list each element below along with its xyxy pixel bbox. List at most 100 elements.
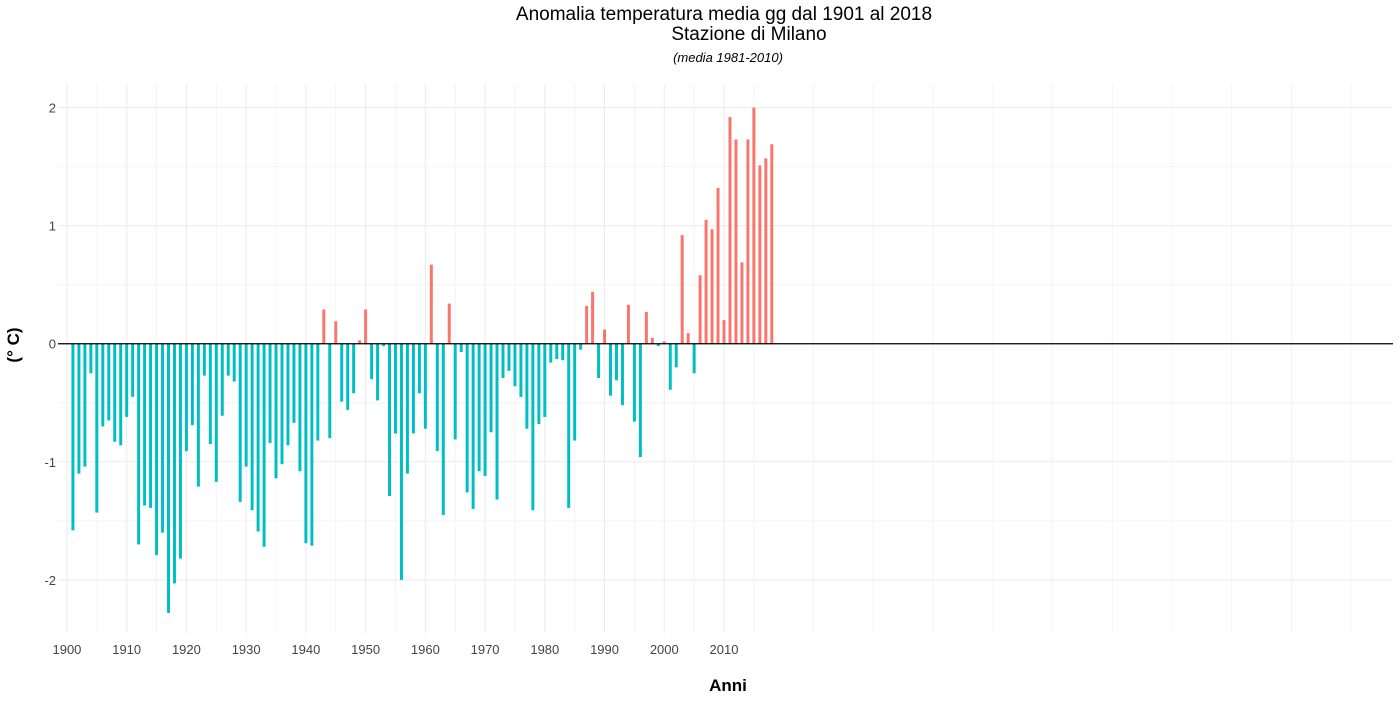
bar-1986 bbox=[579, 343, 583, 350]
bar-2000 bbox=[662, 341, 666, 344]
bar-1957 bbox=[405, 343, 409, 474]
bar-1945 bbox=[334, 321, 338, 344]
bar-1926 bbox=[220, 343, 224, 416]
bar-1958 bbox=[411, 343, 415, 434]
bar-1959 bbox=[417, 343, 421, 394]
bar-1947 bbox=[346, 343, 350, 410]
bar-1984 bbox=[567, 343, 571, 508]
bar-1940 bbox=[304, 343, 308, 544]
y-tick-label: 1 bbox=[49, 219, 56, 234]
bar-2013 bbox=[740, 262, 744, 344]
bar-1964 bbox=[447, 303, 451, 344]
bar-2018 bbox=[770, 144, 774, 344]
bar-2012 bbox=[734, 139, 738, 344]
bar-1920 bbox=[184, 343, 188, 452]
bar-1996 bbox=[638, 343, 642, 458]
bar-2015 bbox=[752, 107, 756, 344]
bar-1903 bbox=[83, 343, 87, 467]
bar-1917 bbox=[167, 343, 170, 613]
bar-1971 bbox=[489, 343, 493, 433]
bar-1929 bbox=[238, 343, 242, 502]
bar-1979 bbox=[537, 343, 541, 425]
bars bbox=[71, 107, 774, 613]
bar-1916 bbox=[161, 343, 165, 533]
bar-1913 bbox=[143, 343, 147, 506]
bar-1955 bbox=[393, 343, 397, 434]
bar-2011 bbox=[728, 117, 732, 344]
bar-1961 bbox=[429, 264, 433, 344]
x-axis-ticks: 1900 1910 1920 1930 1940 1950 1960 1970 1980 1990… bbox=[52, 642, 738, 657]
bar-1923 bbox=[202, 343, 206, 376]
chart-title: Anomalia temperatura media gg dal 1901 a… bbox=[516, 4, 932, 25]
x-tick-label: 1960 bbox=[411, 642, 440, 657]
bar-1992 bbox=[615, 343, 618, 381]
x-tick-label: 1970 bbox=[471, 642, 500, 657]
bar-1932 bbox=[256, 343, 260, 532]
bar-1990 bbox=[603, 329, 607, 344]
bar-1935 bbox=[274, 343, 278, 479]
bar-1948 bbox=[352, 343, 356, 394]
bar-1921 bbox=[190, 343, 194, 426]
bar-1963 bbox=[441, 343, 445, 515]
bar-1934 bbox=[268, 343, 272, 443]
y-tick-label: 2 bbox=[49, 101, 56, 116]
bar-1925 bbox=[214, 343, 218, 482]
bar-1953 bbox=[382, 343, 386, 347]
bar-1939 bbox=[298, 343, 302, 472]
bar-1928 bbox=[232, 343, 236, 382]
bar-1927 bbox=[226, 343, 230, 376]
bar-1941 bbox=[310, 343, 314, 546]
x-tick-label: 1910 bbox=[112, 642, 141, 657]
bar-1991 bbox=[609, 343, 613, 396]
bar-1988 bbox=[591, 291, 595, 344]
bar-1907 bbox=[107, 343, 111, 421]
x-axis-title: Anni bbox=[709, 676, 747, 695]
bar-1977 bbox=[525, 343, 529, 429]
y-axis-title: (° C) bbox=[4, 327, 23, 362]
x-tick-label: 2000 bbox=[650, 642, 679, 657]
bar-1956 bbox=[399, 343, 403, 580]
bar-1976 bbox=[519, 343, 523, 397]
bar-1989 bbox=[597, 343, 601, 378]
bar-2017 bbox=[764, 158, 768, 344]
bar-1965 bbox=[453, 343, 457, 440]
y-axis-ticks: -2 -1 0 1 2 bbox=[44, 101, 56, 588]
bar-1902 bbox=[77, 343, 81, 474]
bar-1936 bbox=[280, 343, 284, 465]
y-tick-label: -1 bbox=[44, 455, 56, 470]
bar-1908 bbox=[113, 343, 117, 442]
bar-1950 bbox=[364, 309, 368, 344]
x-tick-label: 1930 bbox=[232, 642, 261, 657]
x-tick-label: 1950 bbox=[351, 642, 380, 657]
bar-2016 bbox=[758, 165, 762, 344]
bar-2004 bbox=[686, 333, 690, 344]
bar-1901 bbox=[71, 343, 75, 531]
bar-1915 bbox=[155, 343, 159, 556]
bar-2009 bbox=[716, 187, 720, 344]
chart-title-station: Stazione di Milano bbox=[671, 24, 826, 45]
bar-1973 bbox=[501, 343, 505, 378]
bar-2005 bbox=[692, 343, 696, 374]
bar-1995 bbox=[632, 343, 636, 422]
bar-2010 bbox=[722, 320, 726, 344]
chart-subtitle: (media 1981-2010) bbox=[673, 50, 783, 65]
bar-1952 bbox=[376, 343, 380, 401]
x-tick-label: 1980 bbox=[530, 642, 559, 657]
bar-1998 bbox=[650, 337, 654, 344]
bar-1997 bbox=[644, 311, 648, 344]
bar-1910 bbox=[125, 343, 129, 417]
x-tick-label: 1940 bbox=[291, 642, 320, 657]
bar-1983 bbox=[561, 343, 565, 361]
bar-2008 bbox=[710, 229, 714, 344]
bar-1931 bbox=[250, 343, 254, 511]
bar-1937 bbox=[286, 343, 290, 446]
bar-1968 bbox=[471, 343, 475, 510]
y-tick-label: -2 bbox=[44, 573, 56, 588]
bar-1954 bbox=[388, 343, 392, 497]
bar-2001 bbox=[668, 343, 672, 390]
bar-1938 bbox=[292, 343, 296, 423]
bar-1946 bbox=[340, 343, 344, 402]
bar-1914 bbox=[149, 343, 153, 508]
y-tick-label: 0 bbox=[49, 337, 56, 352]
